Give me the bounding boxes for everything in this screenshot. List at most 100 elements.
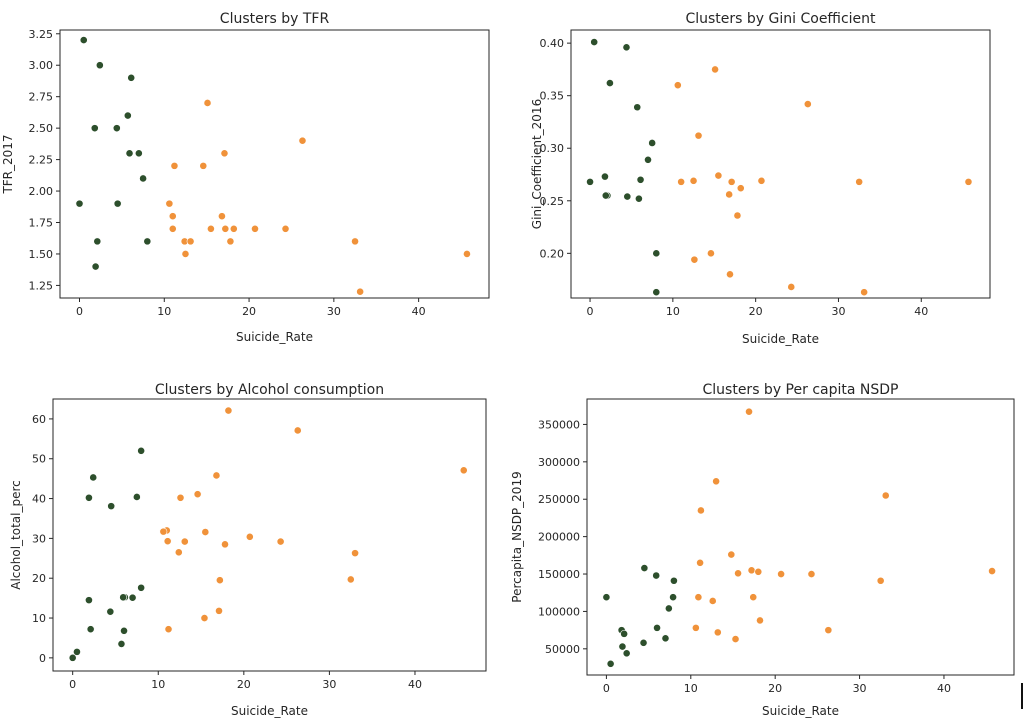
scatter-point-cluster-1 xyxy=(725,190,734,199)
scatter-point-cluster-0 xyxy=(120,626,128,635)
panel-nsdp: Clusters by Per capita NSDP Suicide_Rate… xyxy=(510,382,1015,718)
scatter-point-cluster-0 xyxy=(602,593,611,602)
scatter-point-cluster-1 xyxy=(203,99,212,107)
scatter-point-cluster-1 xyxy=(876,576,885,585)
scatter-point-cluster-1 xyxy=(298,136,307,145)
x-axis-label: Suicide_Rate xyxy=(236,330,313,344)
scatter-point-cluster-1 xyxy=(168,212,177,221)
scatter-point-cluster-1 xyxy=(193,490,202,499)
scatter-point-cluster-1 xyxy=(749,593,758,602)
y-tick-label: 20 xyxy=(32,572,46,585)
scatter-point-cluster-0 xyxy=(143,237,152,246)
axes-frame xyxy=(570,29,991,299)
scatter-point-cluster-1 xyxy=(221,224,230,233)
scatter-point-cluster-1 xyxy=(691,623,700,632)
scatter-point-cluster-0 xyxy=(664,604,673,613)
scatter-point-cluster-0 xyxy=(117,640,126,648)
scatter-point-cluster-0 xyxy=(73,647,81,656)
scatter-point-cluster-0 xyxy=(669,593,677,602)
y-tick-label: 250000 xyxy=(538,493,580,506)
scatter-point-cluster-0 xyxy=(85,596,93,605)
panel-alcohol: Clusters by Alcohol consumption Suicide_… xyxy=(9,382,487,718)
scatter-point-cluster-1 xyxy=(731,635,740,643)
scatter-point-cluster-0 xyxy=(644,155,652,164)
scatter-point-cluster-1 xyxy=(777,570,785,578)
scatter-point-cluster-1 xyxy=(988,567,996,575)
scatter-point-cluster-0 xyxy=(652,249,661,258)
x-tick-label: 20 xyxy=(237,678,251,691)
scatter-point-cluster-1 xyxy=(174,548,183,557)
scatter-point-cluster-1 xyxy=(714,171,723,180)
panel-tfr: Clusters by TFR Suicide_Rate TFR_2017 0 1… xyxy=(1,11,490,344)
scatter-point-cluster-1 xyxy=(346,575,355,584)
scatter-point-cluster-0 xyxy=(123,111,132,120)
y-tick-label: 0.30 xyxy=(540,142,565,155)
scatter-point-cluster-1 xyxy=(201,528,210,536)
scatter-point-cluster-1 xyxy=(226,237,235,246)
y-tick-label: 3.25 xyxy=(29,28,54,41)
scatter-point-cluster-1 xyxy=(276,537,285,546)
x-tick-label: 0 xyxy=(587,305,594,318)
scatter-point-cluster-1 xyxy=(713,628,722,637)
x-tick-label: 20 xyxy=(768,682,782,695)
scatter-point-cluster-1 xyxy=(215,576,224,585)
scatter-point-cluster-0 xyxy=(91,262,100,271)
y-tick-label: 1.25 xyxy=(29,279,54,292)
y-tick-label: 300000 xyxy=(538,456,580,469)
panel-title: Clusters by TFR xyxy=(220,11,330,27)
scatter-point-cluster-1 xyxy=(736,184,745,193)
x-tick-label: 10 xyxy=(666,305,680,318)
scatter-point-cluster-1 xyxy=(459,466,468,475)
scatter-point-cluster-1 xyxy=(712,477,721,486)
scatter-point-cluster-0 xyxy=(606,659,615,668)
x-axis-label: Suicide_Rate xyxy=(762,704,839,718)
scatter-point-cluster-0 xyxy=(640,564,649,572)
y-axis-label: Percapita_NSDP_2019 xyxy=(510,471,524,602)
panel-title: Clusters by Alcohol consumption xyxy=(155,382,384,398)
scatter-point-cluster-0 xyxy=(79,36,88,44)
scatter-point-cluster-1 xyxy=(697,506,705,515)
scatter-point-cluster-0 xyxy=(622,43,631,52)
scatter-point-cluster-1 xyxy=(164,625,173,634)
scatter-point-cluster-1 xyxy=(351,237,359,246)
scatter-point-cluster-1 xyxy=(463,250,471,258)
y-tick-label: 10 xyxy=(32,612,46,625)
scatter-point-cluster-1 xyxy=(726,270,734,279)
scatter-point-cluster-1 xyxy=(855,177,864,186)
scatter-point-cluster-1 xyxy=(824,626,833,635)
y-tick-label: 350000 xyxy=(538,418,580,431)
scatter-point-cluster-1 xyxy=(727,177,736,186)
scatter-point-cluster-1 xyxy=(218,212,226,221)
scatter-point-cluster-0 xyxy=(128,593,137,602)
scatter-point-cluster-1 xyxy=(673,81,682,90)
scatter-point-cluster-1 xyxy=(176,493,185,502)
y-tick-label: 2.00 xyxy=(29,185,54,198)
scatter-point-cluster-1 xyxy=(754,567,763,576)
y-tick-label: 0.40 xyxy=(540,37,565,50)
scatter-point-cluster-1 xyxy=(251,224,259,233)
y-tick-label: 200000 xyxy=(538,531,580,544)
panel-title: Clusters by Gini Coefficient xyxy=(685,11,876,27)
scatter-point-cluster-0 xyxy=(648,139,657,147)
scatter-point-cluster-1 xyxy=(677,177,686,186)
x-tick-label: 0 xyxy=(603,682,610,695)
x-tick-label: 0 xyxy=(69,678,76,691)
x-tick-label: 10 xyxy=(684,682,698,695)
x-tick-label: 40 xyxy=(412,305,426,318)
scatter-point-cluster-1 xyxy=(181,250,190,258)
y-tick-label: 0.25 xyxy=(540,195,565,208)
scatter-point-cluster-1 xyxy=(293,426,302,435)
scatter-point-cluster-0 xyxy=(620,629,629,638)
scatter-point-cluster-1 xyxy=(221,540,229,549)
scatter-point-cluster-1 xyxy=(803,100,812,108)
scatter-point-cluster-0 xyxy=(618,642,627,651)
scatter-point-cluster-1 xyxy=(756,616,764,625)
x-axis-label: Suicide_Rate xyxy=(231,704,308,718)
scatter-point-cluster-0 xyxy=(125,149,134,158)
edge-marker xyxy=(1021,683,1023,709)
scatter-point-cluster-1 xyxy=(860,288,869,297)
y-tick-label: 50000 xyxy=(545,643,580,656)
scatter-point-cluster-1 xyxy=(163,537,172,546)
y-tick-label: 3.00 xyxy=(29,59,54,72)
